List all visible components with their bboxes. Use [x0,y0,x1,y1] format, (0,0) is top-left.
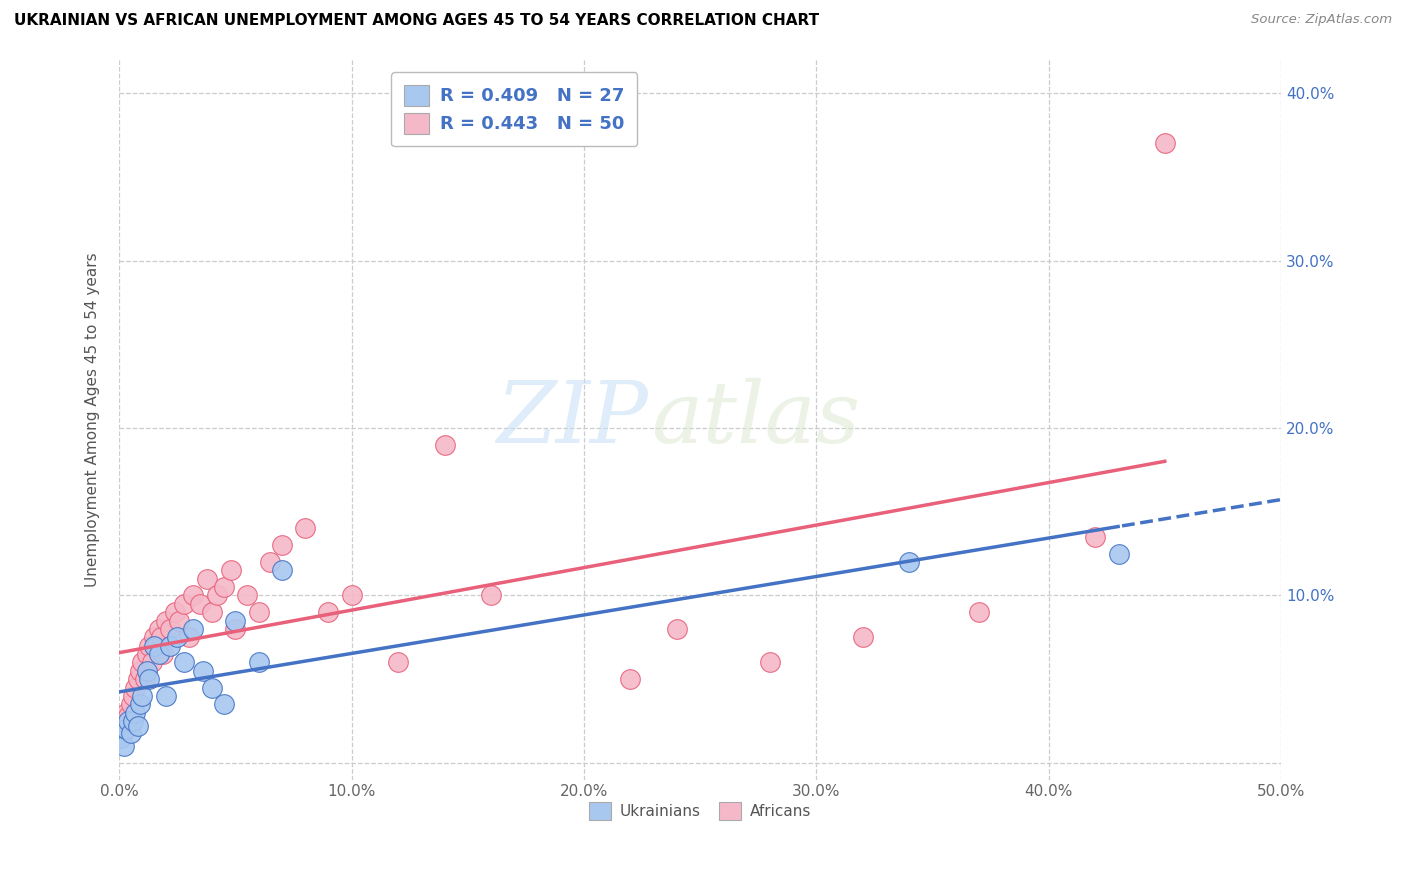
Point [131,656,153,670]
Point [142,639,165,653]
Point [177,630,200,644]
Point [1108,547,1130,561]
Point [479,589,502,603]
Point [110,723,132,737]
Point [224,622,246,636]
Point [141,656,163,670]
Point [270,538,292,552]
Point [149,630,172,644]
Y-axis label: Unemployment Among Ages 45 to 54 years: Unemployment Among Ages 45 to 54 years [86,252,100,587]
Point [197,572,219,586]
Point [212,698,235,712]
Point [124,706,146,720]
Point [148,647,170,661]
Point [145,639,167,653]
Point [173,656,195,670]
Point [759,656,782,670]
Point [387,656,409,670]
Point [155,614,177,628]
Point [259,555,281,569]
Point [183,622,205,636]
Point [219,563,242,577]
Point [129,664,152,678]
Point [127,672,149,686]
Point [115,706,138,720]
Point [112,739,135,753]
Point [155,689,177,703]
Point [163,605,186,619]
Point [166,630,188,644]
Point [131,689,153,703]
Point [433,438,456,452]
Point [190,597,212,611]
Point [159,622,181,636]
Point [136,647,159,661]
Point [136,664,159,678]
Text: Source: ZipAtlas.com: Source: ZipAtlas.com [1251,13,1392,27]
Point [127,719,149,733]
Point [294,521,316,535]
Point [316,605,339,619]
Point [247,605,270,619]
Point [120,698,142,712]
Point [619,672,641,686]
Point [120,725,142,739]
Point [201,605,224,619]
Point [142,630,165,644]
Point [340,589,363,603]
Legend: Ukrainians, Africans: Ukrainians, Africans [583,796,817,826]
Point [112,714,135,728]
Point [247,656,270,670]
Point [124,681,146,695]
Point [159,639,181,653]
Point [852,630,875,644]
Point [122,689,145,703]
Point [134,672,156,686]
Point [138,639,160,653]
Point [236,589,259,603]
Text: ZIP: ZIP [496,378,648,461]
Point [270,563,292,577]
Point [1084,530,1107,544]
Point [183,589,205,603]
Point [117,709,139,723]
Point [115,723,138,737]
Point [173,597,195,611]
Point [122,714,145,728]
Point [205,589,228,603]
Point [138,672,160,686]
Point [148,622,170,636]
Text: atlas: atlas [651,378,860,461]
Point [898,555,921,569]
Point [169,614,191,628]
Text: UKRAINIAN VS AFRICAN UNEMPLOYMENT AMONG AGES 45 TO 54 YEARS CORRELATION CHART: UKRAINIAN VS AFRICAN UNEMPLOYMENT AMONG … [14,13,820,29]
Point [129,698,152,712]
Point [665,622,688,636]
Point [967,605,990,619]
Point [201,681,224,695]
Point [191,664,214,678]
Point [152,647,174,661]
Point [212,580,235,594]
Point [1154,136,1177,151]
Point [224,614,246,628]
Point [117,714,139,728]
Point [110,731,132,745]
